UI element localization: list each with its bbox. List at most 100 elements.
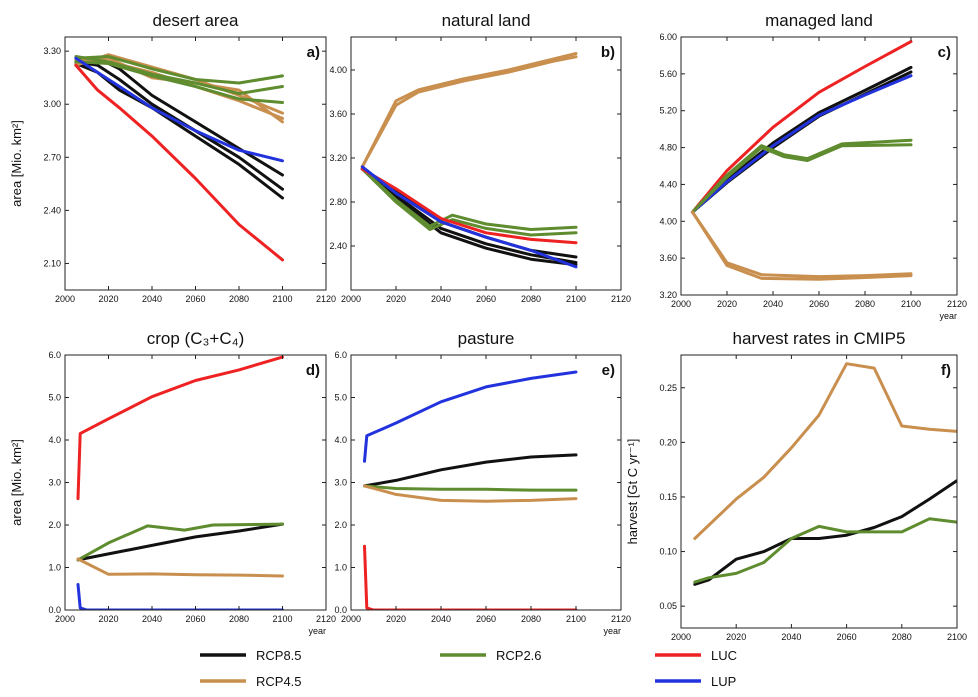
series-line-RCP2.6 — [693, 517, 957, 584]
x-tick-label: 2040 — [763, 299, 783, 309]
panel-4: crop (C₃+C₄) 2000 2020 2040 2060 2080 2100 2120… — [9, 329, 336, 636]
y-tick-label: 2.10 — [43, 258, 61, 268]
x-tick-label: 2020 — [98, 614, 118, 624]
panel-title: harvest rates in CMIP5 — [733, 329, 906, 348]
series-line-RCP2.6 — [74, 55, 284, 96]
panel-5: pasture 2000 2020 2040 2060 2080 2100 2120 0.0 1.… — [334, 329, 631, 636]
series-line-RCP4.5 — [691, 210, 913, 281]
series-line-RCP2.6 — [360, 167, 578, 231]
y-tick-label: 4.40 — [659, 179, 677, 189]
x-tick-label: 2020 — [386, 294, 406, 304]
x-tick-label: 2040 — [431, 294, 451, 304]
y-tick-label: 2.40 — [329, 241, 347, 251]
series-line-LUP — [76, 583, 284, 610]
series-group — [360, 52, 578, 269]
y-axis-label: area [Mio. km²] — [9, 120, 24, 207]
x-tick-label: 2060 — [809, 299, 829, 309]
x-tick-label: 2080 — [855, 299, 875, 309]
series-line-LUC — [74, 63, 284, 262]
series-line-RCP2.6 — [74, 60, 284, 104]
panel-title: pasture — [458, 329, 515, 348]
y-tick-label: 0.05 — [659, 601, 677, 611]
x-tick-label: 2000 — [55, 294, 75, 304]
x-tick-label: 2080 — [229, 614, 249, 624]
x-tick-label: 2000 — [341, 294, 361, 304]
y-tick-label: 4.80 — [659, 143, 677, 153]
series-group — [74, 53, 284, 262]
panel-letter: c) — [938, 44, 951, 61]
plot-frame — [680, 354, 958, 629]
y-tick-label: 2.0 — [48, 520, 61, 530]
panel-2: natural land 2000 2020 2040 2060 2080 2100 2120… — [329, 11, 631, 304]
legend-item: RCP2.6 — [440, 648, 542, 663]
y-tick-label: 3.60 — [659, 253, 677, 263]
panel-letter: b) — [601, 44, 615, 61]
x-tick-label: 2000 — [671, 299, 691, 309]
y-tick-label: 5.20 — [659, 106, 677, 116]
y-tick-label: 4.00 — [329, 65, 347, 75]
x-tick-label: 2120 — [316, 294, 336, 304]
x-tick-label: 2120 — [611, 294, 631, 304]
series-line-LUC — [360, 167, 578, 245]
x-tick-label: 2060 — [476, 294, 496, 304]
legend-item: LUC — [655, 648, 737, 663]
x-tick-label: 2080 — [521, 294, 541, 304]
y-tick-label: 6.00 — [659, 32, 677, 42]
series-line-RCP8.5 — [76, 522, 284, 562]
series-line-RCP4.5 — [363, 484, 578, 503]
x-tick-label: 2100 — [272, 294, 292, 304]
y-tick-label: 0.0 — [334, 605, 347, 615]
legend-label: LUP — [711, 674, 736, 689]
y-tick-label: 3.30 — [43, 46, 61, 56]
legend-label: RCP4.5 — [256, 674, 302, 689]
y-tick-label: 5.0 — [48, 393, 61, 403]
panel-title: natural land — [442, 11, 531, 30]
legend-label: RCP8.5 — [256, 648, 302, 663]
series-line-RCP8.5 — [74, 60, 284, 191]
panel-letter: a) — [307, 44, 320, 61]
series-group — [691, 40, 913, 281]
y-axis-label: area [Mio. km²] — [9, 439, 24, 526]
series-line-LUP — [363, 370, 578, 463]
y-tick-label: 5.0 — [334, 393, 347, 403]
series-line-RCP4.5 — [691, 210, 913, 279]
y-tick-label: 3.20 — [329, 153, 347, 163]
x-tick-label: 2060 — [185, 294, 205, 304]
legend: RCP8.5 RCP2.6 LUC RCP4.5 LUP — [200, 648, 737, 689]
y-tick-label: 2.80 — [329, 197, 347, 207]
y-tick-label: 2.70 — [43, 152, 61, 162]
series-line-LUP — [360, 165, 578, 269]
x-tick-label: 2060 — [837, 632, 857, 642]
panel-letter: f) — [941, 362, 951, 379]
series-line-LUP — [691, 74, 913, 214]
y-tick-label: 0.20 — [659, 437, 677, 447]
y-tick-label: 0.10 — [659, 547, 677, 557]
y-tick-label: 3.20 — [659, 290, 677, 300]
x-tick-label: 2080 — [521, 614, 541, 624]
x-axis-label: year — [308, 626, 326, 636]
series-line-RCP4.5 — [76, 557, 284, 578]
panel-letter: e) — [602, 362, 615, 379]
x-tick-label: 2020 — [386, 614, 406, 624]
series-line-LUC — [691, 40, 913, 214]
legend-item: RCP8.5 — [200, 648, 302, 663]
y-tick-label: 4.0 — [48, 435, 61, 445]
y-tick-label: 1.0 — [334, 563, 347, 573]
x-tick-label: 2020 — [726, 632, 746, 642]
y-tick-label: 2.40 — [43, 205, 61, 215]
x-axis-label: year — [603, 626, 621, 636]
series-line-RCP2.6 — [691, 143, 913, 214]
y-tick-label: 5.60 — [659, 69, 677, 79]
x-tick-label: 2040 — [142, 614, 162, 624]
x-tick-label: 2100 — [566, 294, 586, 304]
panel-title: managed land — [765, 11, 873, 30]
x-tick-label: 2100 — [566, 614, 586, 624]
legend-label: LUC — [711, 648, 737, 663]
series-line-LUC — [363, 544, 578, 610]
panel-title: desert area — [153, 11, 240, 30]
x-tick-label: 2100 — [947, 632, 967, 642]
series-line-RCP8.5 — [360, 167, 578, 264]
x-tick-label: 2040 — [431, 614, 451, 624]
series-line-RCP8.5 — [363, 453, 578, 488]
series-line-LUC — [76, 355, 284, 501]
